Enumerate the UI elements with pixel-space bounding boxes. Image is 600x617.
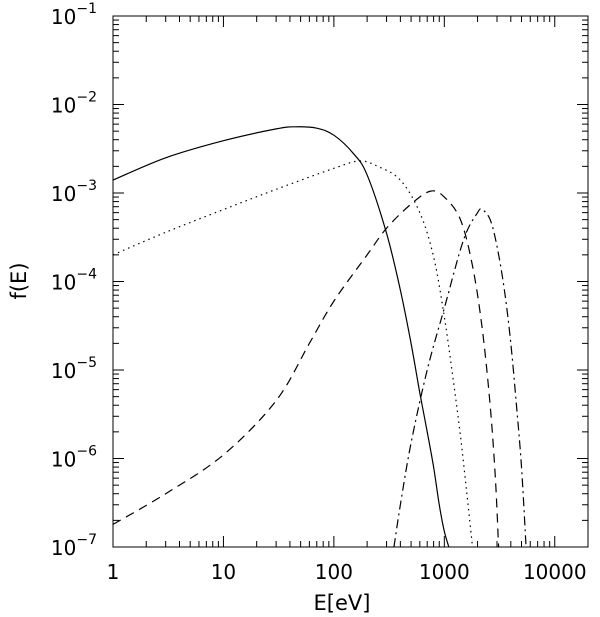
x-tick-label: 1000 xyxy=(419,560,470,584)
y-tick-label: 10−1 xyxy=(51,1,97,29)
y-axis-title: f(E) xyxy=(7,262,31,299)
x-tick-label: 100 xyxy=(315,560,353,584)
y-tick-label: 10−4 xyxy=(51,267,97,295)
y-tick-label: 10−7 xyxy=(51,532,97,560)
y-tick-label: 10−3 xyxy=(51,178,97,206)
x-tick-label: 1 xyxy=(107,560,120,584)
series-solid-line xyxy=(113,126,450,547)
x-tick-label: 10000 xyxy=(523,560,587,584)
series-dash-dot-line xyxy=(393,208,527,547)
series-dotted-line xyxy=(113,160,474,547)
series-dashed-line xyxy=(113,190,500,547)
y-tick-label: 10−6 xyxy=(51,444,97,472)
y-tick-label: 10−2 xyxy=(51,90,97,118)
y-tick-label: 10−5 xyxy=(51,355,97,383)
plot-frame xyxy=(112,15,589,548)
x-axis-title: E[eV] xyxy=(314,591,371,615)
x-tick-label: 10 xyxy=(211,560,236,584)
